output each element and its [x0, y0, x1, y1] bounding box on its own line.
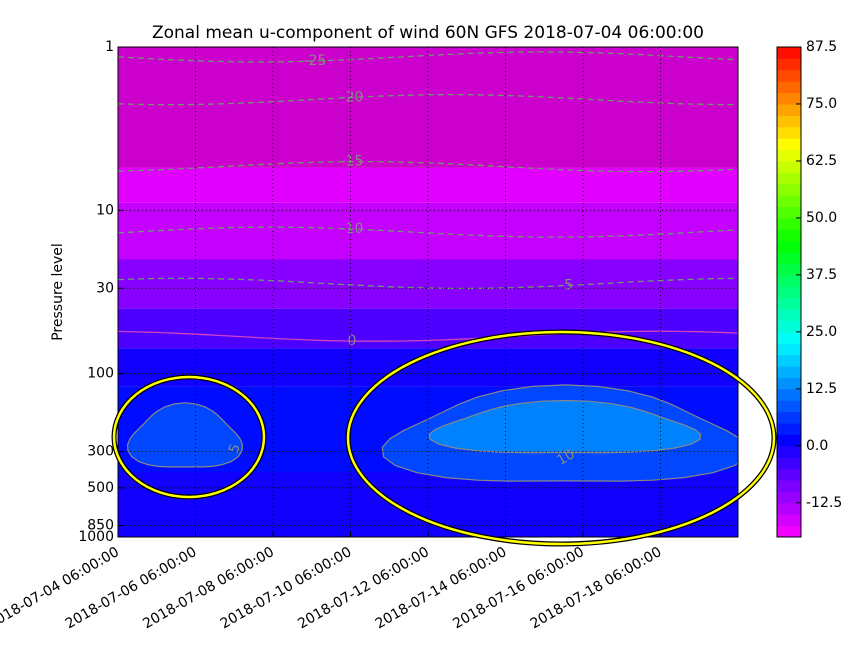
field-band — [118, 259, 738, 309]
highlight — [346, 330, 776, 546]
x-tick-label: 2018-07-16 06:00:00 — [450, 544, 587, 632]
x-tick-label: 2018-07-04 06:00:00 — [0, 544, 122, 632]
contour-line — [118, 330, 738, 342]
x-tick-label: 2018-07-12 06:00:00 — [295, 544, 432, 632]
colorbar-step — [777, 81, 801, 94]
colorbar-tick-label: 62.5 — [806, 153, 837, 169]
colorbar-step — [777, 468, 801, 481]
contour-line — [118, 226, 738, 238]
colorbar-step — [777, 115, 801, 128]
chart-title: Zonal mean u-component of wind 60N GFS 2… — [152, 23, 704, 43]
colorbar-tick-label: 37.5 — [806, 267, 837, 283]
contour-fill — [428, 399, 702, 454]
y-tick-label: 1000 — [78, 529, 114, 545]
colorbar-step — [777, 354, 801, 367]
colorbar-step — [777, 69, 801, 82]
colorbar-step — [777, 434, 801, 447]
colorbar-step — [777, 423, 801, 435]
colorbar-step — [777, 217, 801, 230]
y-tick-label: 100 — [87, 366, 114, 382]
colorbar-step — [777, 252, 801, 265]
colorbar-step — [777, 172, 801, 185]
contour-label: -10 — [341, 221, 364, 237]
colorbar-step — [777, 514, 801, 527]
colorbar-step — [777, 366, 801, 378]
field-band — [118, 167, 738, 203]
contour-line — [118, 93, 738, 106]
colorbar-step — [777, 400, 801, 413]
colorbar-tick-label: -12.5 — [806, 495, 842, 511]
x-tick-label: 2018-07-10 06:00:00 — [218, 544, 355, 632]
colorbar-step — [777, 206, 801, 219]
colorbar-step — [777, 331, 801, 344]
colorbar-step — [777, 457, 801, 470]
colorbar-step — [777, 126, 801, 139]
colorbar-step — [777, 480, 801, 492]
colorbar-step — [777, 58, 801, 71]
colorbar-step — [777, 183, 801, 196]
contour-fill — [126, 402, 244, 468]
colorbar-step — [777, 160, 801, 173]
colorbar-step — [777, 229, 801, 242]
colorbar-step — [777, 525, 801, 538]
contour-label: -15 — [341, 154, 364, 170]
x-tick-label: 2018-07-14 06:00:00 — [373, 544, 510, 632]
x-tick-label: 2018-07-08 06:00:00 — [140, 544, 277, 632]
colorbar-step — [777, 343, 801, 356]
contour-label: -20 — [341, 89, 364, 105]
x-tick-label: 2018-07-06 06:00:00 — [63, 544, 200, 632]
contour-label: -5 — [559, 278, 573, 294]
field-band — [118, 472, 738, 537]
colorbar-step — [777, 149, 801, 162]
colorbar-frame — [776, 46, 802, 538]
y-tick-label: 300 — [87, 444, 114, 460]
y-tick-label: 1 — [105, 39, 114, 55]
colorbar-step — [777, 297, 801, 310]
colorbar-step — [777, 388, 801, 401]
colorbar-step — [777, 274, 801, 287]
y-tick-label: 10 — [96, 202, 114, 218]
colorbar-step — [777, 286, 801, 299]
colorbar-step — [777, 377, 801, 390]
y-tick-label: 850 — [87, 517, 114, 533]
contour-label: 0 — [348, 333, 357, 349]
colorbar-tick-label: 25.0 — [806, 324, 837, 340]
colorbar-step — [777, 491, 801, 504]
highlight — [112, 375, 266, 499]
colorbar-step — [777, 92, 801, 105]
plot-area — [118, 47, 738, 537]
colorbar-step — [777, 502, 801, 515]
contour-label: 10 — [554, 446, 577, 469]
contour-label: -25 — [304, 53, 327, 69]
colorbar-tick-label: 12.5 — [806, 381, 837, 397]
y-axis-label: Pressure level — [50, 243, 66, 341]
x-tick-label: 2018-07-18 06:00:00 — [528, 544, 665, 632]
colorbar-step — [777, 263, 801, 276]
colorbar-step — [777, 309, 801, 321]
colorbar-tick-label: 87.5 — [806, 39, 837, 55]
colorbar-step — [777, 103, 801, 116]
colorbar-step — [777, 320, 801, 333]
colorbar-step — [777, 445, 801, 458]
colorbar-step — [777, 47, 801, 59]
colorbar-step — [777, 411, 801, 424]
y-tick-label: 500 — [87, 480, 114, 496]
colorbar-tick-label: 50.0 — [806, 210, 837, 226]
colorbar-step — [777, 138, 801, 151]
colorbar-step — [777, 240, 801, 253]
y-tick-label: 30 — [96, 280, 114, 296]
plot-frame — [117, 46, 739, 538]
colorbar-step — [777, 195, 801, 208]
colorbar-tick-label: 75.0 — [806, 96, 837, 112]
contour-line — [118, 160, 738, 173]
colorbar-tick-label: 0.0 — [806, 438, 828, 454]
